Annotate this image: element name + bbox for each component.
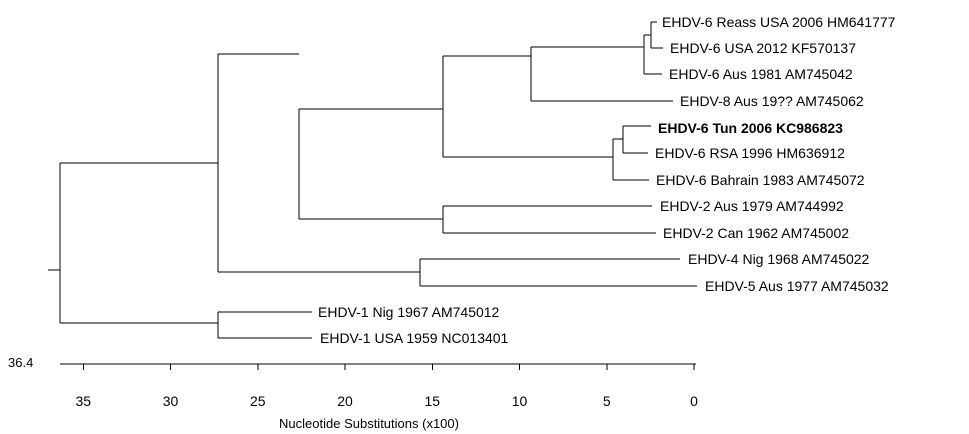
leaf-label: EHDV-1 USA 1959 NC013401	[320, 330, 509, 346]
axis-tick-label: 5	[603, 393, 611, 409]
leaf-label: EHDV-6 Reass USA 2006 HM641777	[662, 14, 896, 30]
leaf-label-highlighted: EHDV-6 Tun 2006 KC986823	[658, 120, 843, 136]
leaf-label: EHDV-6 USA 2012 KF570137	[670, 40, 856, 56]
axis-tick-label: 0	[690, 393, 698, 409]
axis-tick-label: 25	[250, 393, 266, 409]
axis-ticks: 35 30 25 20 15 10 5 0	[75, 364, 698, 409]
leaf-label: EHDV-2 Can 1962 AM745002	[663, 225, 849, 241]
leaf-label: EHDV-6 RSA 1996 HM636912	[655, 145, 845, 161]
leaf-label: EHDV-2 Aus 1979 AM744992	[660, 198, 844, 214]
axis-tick-label: 10	[512, 393, 528, 409]
axis-tick-label: 15	[424, 393, 440, 409]
scale-axis: 36.4 35 30 25 20 15 10 5 0 Nucleotide Substitut…	[8, 355, 698, 431]
axis-tick-label: 20	[337, 393, 353, 409]
leaf-label: EHDV-6 Bahrain 1983 AM745072	[656, 172, 865, 188]
axis-tick-label: 35	[75, 393, 91, 409]
leaf-label: EHDV-6 Aus 1981 AM745042	[669, 66, 853, 82]
leaf-label: EHDV-5 Aus 1977 AM745032	[705, 278, 889, 294]
scale-max-label: 36.4	[8, 355, 33, 370]
leaf-label: EHDV-8 Aus 19?? AM745062	[680, 93, 864, 109]
leaf-label: EHDV-4 Nig 1968 AM745022	[688, 251, 870, 267]
tree-branches	[48, 21, 697, 339]
axis-tick-label: 30	[163, 393, 179, 409]
leaf-label: EHDV-1 Nig 1967 AM745012	[318, 304, 500, 320]
axis-title: Nucleotide Substitutions (x100)	[279, 416, 459, 431]
leaf-labels: EHDV-6 Reass USA 2006 HM641777 EHDV-6 US…	[318, 14, 896, 346]
